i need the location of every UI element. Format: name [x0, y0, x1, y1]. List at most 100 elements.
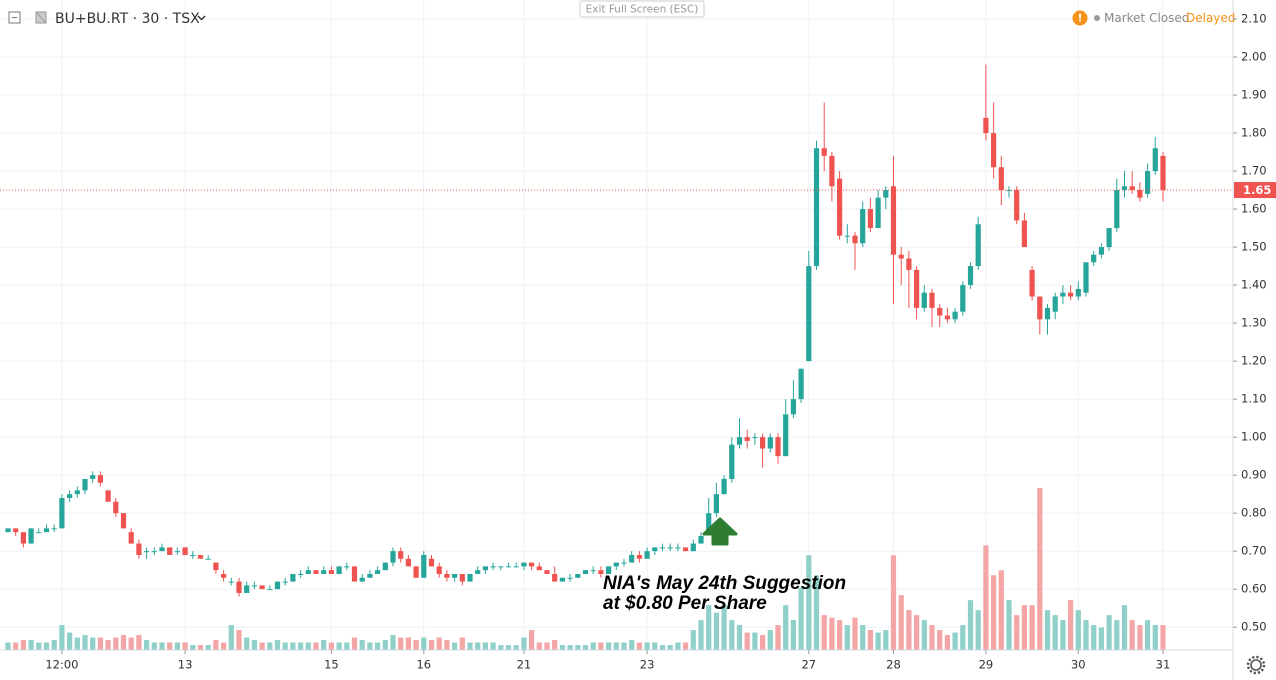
candle-body: [760, 437, 766, 449]
candle-body: [74, 490, 80, 495]
candle-body: [1121, 186, 1128, 191]
candle-body: [336, 566, 342, 574]
volume-bar: [13, 642, 19, 650]
volume-bar: [1075, 610, 1081, 650]
candle-body: [467, 573, 473, 582]
volume-bar: [1152, 625, 1158, 650]
candle-body: [552, 573, 558, 582]
volume-bar: [1160, 625, 1166, 650]
symbol-title[interactable]: BU+BU.RT · 30 · TSX: [55, 11, 200, 27]
candle-body: [921, 292, 927, 308]
volume-bar: [67, 632, 73, 650]
y-tick-label: 1.80: [1241, 126, 1267, 140]
candle-body: [644, 551, 650, 559]
candle-body: [382, 562, 388, 571]
candle-body: [829, 155, 835, 187]
candle-body: [120, 513, 127, 529]
candle-body: [174, 551, 180, 553]
volume-bar: [613, 642, 619, 650]
volume-bar: [205, 645, 211, 650]
candle-body: [113, 501, 119, 514]
volume-bar: [1068, 600, 1074, 650]
annotation-line: NIA's May 24th Suggestion: [603, 573, 846, 594]
candle-body: [1021, 220, 1027, 248]
x-tick-label: 21: [517, 658, 532, 672]
candle-body: [313, 570, 319, 574]
volume-bar: [1129, 620, 1135, 650]
volume-bar: [806, 555, 812, 650]
candle-body: [629, 554, 635, 563]
candle-body: [744, 437, 750, 441]
volume-bar: [659, 645, 666, 650]
candle-body: [413, 566, 419, 578]
candle-body: [390, 551, 396, 563]
annotation-line: at $0.80 Per Share: [603, 593, 767, 614]
volume-bar: [144, 640, 150, 650]
volume-bar: [1006, 600, 1012, 650]
volume-bar: [421, 637, 427, 650]
candle-body: [883, 190, 889, 198]
candle-body: [1068, 292, 1074, 297]
candle-body: [1098, 247, 1104, 255]
candle-body: [683, 547, 689, 552]
candle-body: [251, 585, 257, 587]
volume-bar: [197, 645, 204, 650]
exit-fullscreen-button[interactable]: [579, 0, 705, 18]
candle-body: [321, 570, 327, 574]
candle-body: [305, 570, 311, 574]
volume-bar: [860, 625, 866, 650]
volume-bar: [1021, 605, 1027, 650]
volume-bar: [313, 642, 319, 650]
candle-body: [613, 562, 619, 567]
volume-bar: [490, 642, 496, 650]
volume-bar: [960, 625, 966, 650]
settings-icon[interactable]: [1246, 655, 1266, 675]
volume-bar: [898, 595, 904, 650]
volume-bar: [136, 635, 142, 650]
candle-body: [783, 414, 789, 457]
candle-body: [490, 566, 496, 568]
candle-body: [1037, 296, 1043, 320]
volume-bar: [159, 642, 165, 650]
volume-bar: [436, 637, 442, 650]
candle-body: [606, 566, 612, 574]
candle-body: [498, 566, 504, 568]
candle-body: [890, 186, 897, 255]
candle-body: [1014, 190, 1020, 221]
y-tick-label: 1.10: [1241, 392, 1267, 406]
volume-bar: [190, 645, 196, 650]
candle-body: [667, 547, 673, 549]
volume-bar: [598, 642, 604, 650]
y-tick-label: 0.60: [1241, 582, 1267, 596]
volume-bar: [829, 617, 835, 650]
symbol-dropdown[interactable]: [197, 15, 206, 21]
candle-body: [452, 573, 458, 578]
candle-body: [221, 573, 227, 578]
candle-body: [736, 437, 743, 445]
volume-bar: [351, 637, 358, 650]
candle-body: [991, 133, 997, 168]
collapse-icon[interactable]: [8, 11, 21, 24]
candle-body: [1006, 190, 1012, 192]
candle-body: [575, 573, 581, 578]
candle-body: [752, 437, 758, 439]
volume-bar: [1145, 620, 1151, 650]
volume-bar: [536, 642, 542, 650]
grid: [0, 0, 1233, 650]
candle-body: [844, 235, 850, 237]
candle-body: [20, 532, 26, 544]
volume-bar: [875, 632, 881, 650]
candle-body: [1129, 186, 1135, 191]
y-tick-label: 1.90: [1241, 88, 1267, 102]
volume-bar: [1098, 627, 1104, 650]
candle-body: [937, 307, 943, 316]
exit-fullscreen-label[interactable]: Exit Full Screen (ESC): [586, 4, 699, 16]
candle-body: [1106, 228, 1112, 248]
warning-icon[interactable]: [1072, 10, 1088, 26]
volume-bar: [213, 640, 219, 650]
volume-bar: [259, 642, 265, 650]
volume-bar: [267, 642, 273, 650]
settings-gear: [1250, 659, 1262, 671]
candle-body: [929, 292, 935, 308]
candle-body: [82, 478, 88, 491]
